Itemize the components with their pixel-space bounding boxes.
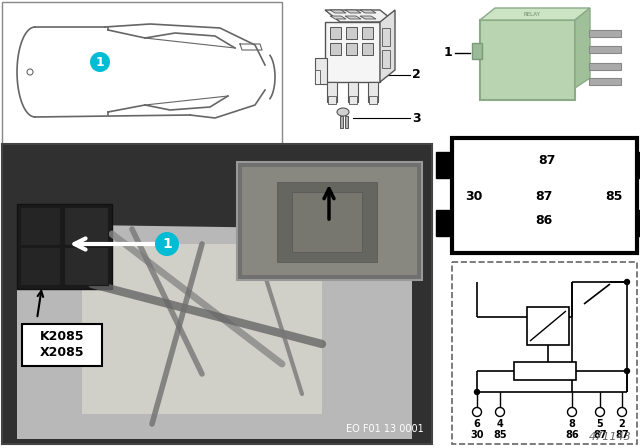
Bar — [637, 210, 640, 236]
Bar — [345, 116, 348, 128]
Bar — [436, 152, 452, 178]
Text: 87: 87 — [538, 154, 556, 167]
Text: 85: 85 — [605, 190, 623, 202]
Text: 2: 2 — [412, 69, 420, 82]
Bar — [382, 50, 390, 68]
Text: 87: 87 — [593, 430, 607, 440]
Bar — [330, 43, 341, 55]
Text: 1: 1 — [444, 47, 452, 60]
Bar — [382, 28, 390, 46]
Bar — [589, 30, 621, 37]
Bar — [589, 46, 621, 53]
Bar — [589, 63, 621, 70]
Bar — [292, 192, 362, 252]
Bar — [362, 27, 373, 39]
Bar — [328, 96, 336, 104]
Text: 1: 1 — [95, 56, 104, 69]
Bar — [237, 162, 422, 280]
Bar — [315, 70, 320, 84]
Circle shape — [568, 408, 577, 417]
Polygon shape — [380, 10, 395, 82]
Bar — [436, 210, 452, 236]
Circle shape — [595, 408, 605, 417]
Circle shape — [90, 52, 110, 72]
Bar — [327, 82, 337, 102]
Bar — [514, 362, 576, 380]
Text: 87: 87 — [535, 190, 553, 202]
Text: 86: 86 — [565, 430, 579, 440]
Polygon shape — [17, 224, 412, 439]
Text: X2085: X2085 — [40, 346, 84, 359]
Polygon shape — [360, 16, 376, 19]
Polygon shape — [345, 10, 361, 13]
Text: EO F01 13 0001: EO F01 13 0001 — [346, 424, 424, 434]
Text: 6: 6 — [474, 419, 481, 429]
Polygon shape — [345, 16, 361, 19]
Bar — [22, 324, 102, 366]
Bar — [64, 247, 108, 285]
Bar — [277, 182, 377, 262]
Text: 86: 86 — [536, 214, 552, 227]
Text: 30: 30 — [465, 190, 483, 202]
Bar — [480, 20, 575, 100]
Bar — [472, 43, 482, 59]
Circle shape — [625, 369, 630, 374]
Text: 87: 87 — [615, 430, 629, 440]
Circle shape — [618, 408, 627, 417]
Text: 4: 4 — [497, 419, 504, 429]
Bar — [362, 43, 373, 55]
Text: 471143: 471143 — [589, 432, 632, 442]
Bar — [452, 262, 637, 444]
Bar — [20, 247, 60, 285]
Circle shape — [472, 408, 481, 417]
Ellipse shape — [337, 108, 349, 116]
Text: K2085: K2085 — [40, 331, 84, 344]
Bar — [348, 82, 358, 102]
Polygon shape — [330, 10, 346, 13]
Text: 5: 5 — [596, 419, 604, 429]
Bar — [242, 167, 417, 275]
Polygon shape — [480, 8, 590, 20]
Circle shape — [474, 389, 479, 395]
Bar — [20, 207, 60, 245]
Bar — [330, 27, 341, 39]
Bar — [346, 43, 357, 55]
Bar — [2, 2, 282, 144]
Polygon shape — [330, 16, 346, 19]
Bar — [527, 307, 569, 345]
Bar — [346, 27, 357, 39]
Circle shape — [495, 408, 504, 417]
Text: 3: 3 — [412, 112, 420, 125]
Bar — [340, 116, 343, 128]
Bar — [637, 152, 640, 178]
Bar — [349, 96, 357, 104]
Text: 2: 2 — [619, 419, 625, 429]
Text: 85: 85 — [493, 430, 507, 440]
Text: 1: 1 — [162, 237, 172, 251]
Text: 8: 8 — [568, 419, 575, 429]
Bar — [369, 96, 377, 104]
Circle shape — [27, 69, 33, 75]
Bar — [325, 22, 380, 82]
Circle shape — [155, 232, 179, 256]
Bar — [2, 144, 432, 444]
Circle shape — [625, 280, 630, 284]
Polygon shape — [360, 10, 376, 13]
Bar — [452, 138, 637, 253]
Bar — [17, 204, 112, 289]
Bar — [64, 207, 108, 245]
Text: 30: 30 — [470, 430, 484, 440]
Bar — [82, 244, 322, 414]
Polygon shape — [325, 10, 395, 22]
Bar — [589, 78, 621, 85]
Text: RELAY: RELAY — [524, 12, 540, 17]
Polygon shape — [575, 8, 590, 88]
Bar — [315, 58, 327, 84]
Bar — [368, 82, 378, 102]
